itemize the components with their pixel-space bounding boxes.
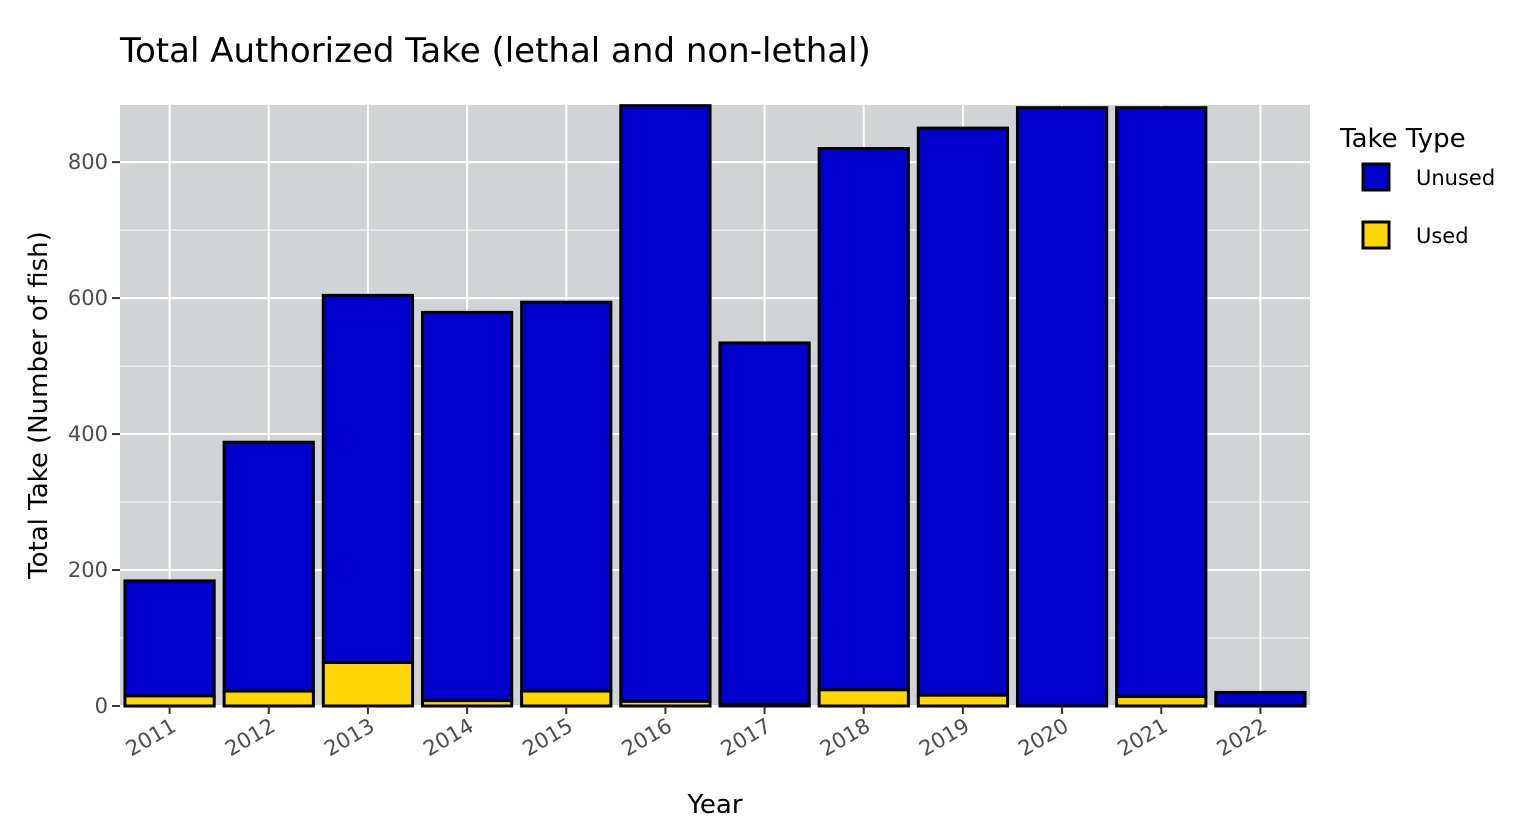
bar-used-2011	[123, 694, 216, 708]
bar-used-2015	[520, 689, 613, 708]
y-tick-label: 800	[68, 150, 108, 174]
chart-title: Total Authorized Take (lethal and non-le…	[119, 31, 871, 71]
y-tick-label: 0	[95, 694, 108, 718]
x-tick-label: 2020	[1014, 714, 1072, 762]
x-tick-label: 2014	[419, 714, 477, 762]
x-axis: 2011 2012 2013 2014 2015 2016 2017 2018 2019 2020…	[122, 706, 1271, 761]
bar-unused-2017	[718, 341, 811, 707]
bar-unused-2020	[1015, 106, 1109, 708]
x-tick-label: 2018	[816, 714, 874, 762]
bar-unused-2015	[520, 300, 613, 693]
bar-unused-2013	[321, 293, 415, 664]
bar-used-2018	[817, 688, 910, 708]
bar-used-2012	[222, 689, 315, 708]
x-tick-label: 2013	[320, 714, 378, 762]
bar-used-2013	[321, 660, 415, 708]
y-tick-label: 600	[68, 286, 108, 310]
x-tick-label: 2016	[618, 714, 676, 762]
bar-unused-2016	[619, 104, 712, 703]
y-tick-label: 400	[68, 422, 108, 446]
bar-unused-2022	[1214, 690, 1307, 708]
legend-swatch-unused	[1361, 162, 1391, 192]
bar-unused-2021	[1115, 106, 1208, 698]
x-tick-label: 2019	[915, 714, 973, 762]
bars	[123, 104, 1307, 708]
x-tick-label: 2012	[221, 714, 279, 762]
x-axis-title: Year	[686, 790, 742, 820]
bar-unused-2011	[123, 579, 216, 698]
legend-title: Take Type	[1339, 124, 1466, 154]
y-tick-label: 200	[68, 558, 108, 582]
y-axis: 0 200 400 600 800	[68, 150, 120, 718]
legend: Take Type Unused Used	[1339, 124, 1495, 250]
y-axis-title: Total Take (Number of fish)	[24, 231, 54, 580]
x-tick-label: 2022	[1213, 714, 1271, 762]
bar-unused-2019	[916, 126, 1010, 697]
x-tick-label: 2011	[122, 714, 180, 762]
x-tick-label: 2017	[717, 714, 775, 762]
legend-label-used: Used	[1416, 224, 1469, 248]
x-tick-label: 2015	[518, 714, 576, 762]
bar-unused-2014	[420, 310, 514, 703]
bar-used-2019	[916, 693, 1010, 708]
plot-panel	[120, 105, 1310, 706]
x-tick-label: 2021	[1113, 714, 1171, 762]
bar-unused-2018	[817, 147, 910, 692]
legend-label-unused: Unused	[1416, 166, 1495, 190]
bar-unused-2012	[222, 440, 315, 693]
legend-swatch-used	[1361, 220, 1391, 250]
